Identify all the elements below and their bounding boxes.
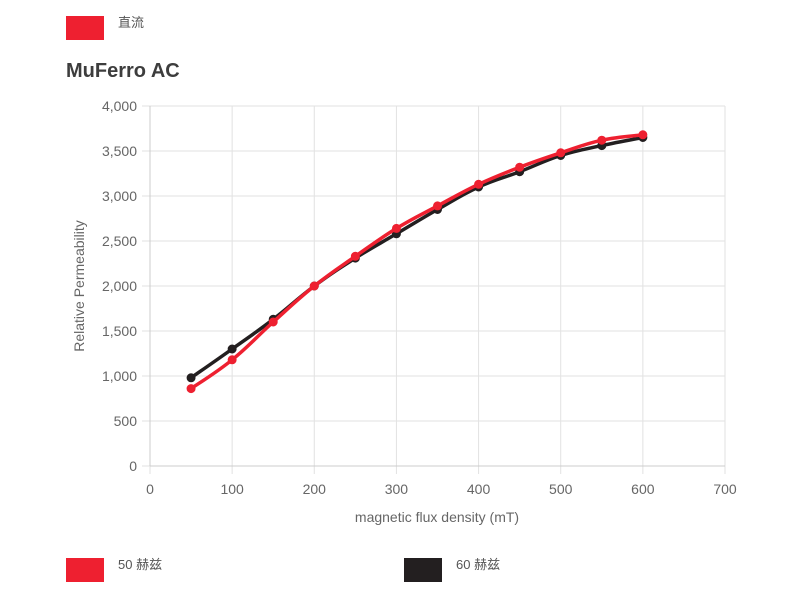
x-tick-label: 700 [713,481,737,497]
x-axis-title: magnetic flux density (mT) [355,509,519,525]
data-point-1[interactable] [350,251,360,261]
legend-item-50hz[interactable]: 50 赫兹 [66,557,162,582]
data-point-1[interactable] [268,317,278,327]
x-tick-label: 600 [631,481,655,497]
data-point-1[interactable] [556,148,566,158]
x-tick-label: 0 [146,481,154,497]
legend-swatch-dc [66,16,104,40]
x-tick-label: 500 [549,481,573,497]
data-point-1[interactable] [515,162,525,172]
series-line-1 [190,133,644,391]
x-tick-label: 200 [303,481,327,497]
x-tick-label: 300 [385,481,409,497]
y-tick-label: 4,000 [102,98,137,114]
top-legend-item[interactable]: 直流 [66,15,144,40]
y-tick-label: 3,500 [102,143,137,159]
data-point-1[interactable] [186,384,196,394]
y-tick-label: 1,500 [102,323,137,339]
data-point-1[interactable] [227,355,237,365]
y-tick-label: 1,000 [102,368,137,384]
x-tick-label: 400 [467,481,491,497]
grid-layer [142,105,726,474]
legend-item-60hz[interactable]: 60 赫兹 [404,557,500,582]
chart-title: MuFerro AC [66,60,180,82]
data-point-0[interactable] [227,344,237,354]
data-point-1[interactable] [597,135,607,145]
y-tick-label: 3,000 [102,188,137,204]
y-tick-label: 500 [114,413,138,429]
data-point-1[interactable] [309,281,319,291]
y-tick-label: 2,000 [102,278,137,294]
series-layer [186,130,648,394]
data-point-1[interactable] [638,130,648,140]
y-axis-title: Relative Permeability [71,220,87,352]
tick-layer: 0 500 1,000 1,500 2,000 2,500 3,000 3,500 4,000 0… [102,98,737,497]
legend-label-dc: 直流 [118,15,145,30]
x-tick-label: 100 [220,481,244,497]
legend-label-60hz: 60 赫兹 [456,557,501,572]
data-point-0[interactable] [186,373,196,383]
legend-swatch-50hz [66,558,104,582]
series-line-0 [190,135,644,380]
y-tick-label: 0 [129,458,137,474]
y-tick-label: 2,500 [102,233,137,249]
legend-label-50hz: 50 赫兹 [118,557,163,572]
data-point-1[interactable] [433,201,442,211]
legend-swatch-60hz [404,558,442,582]
data-point-1[interactable] [474,179,484,189]
data-point-1[interactable] [391,223,401,233]
